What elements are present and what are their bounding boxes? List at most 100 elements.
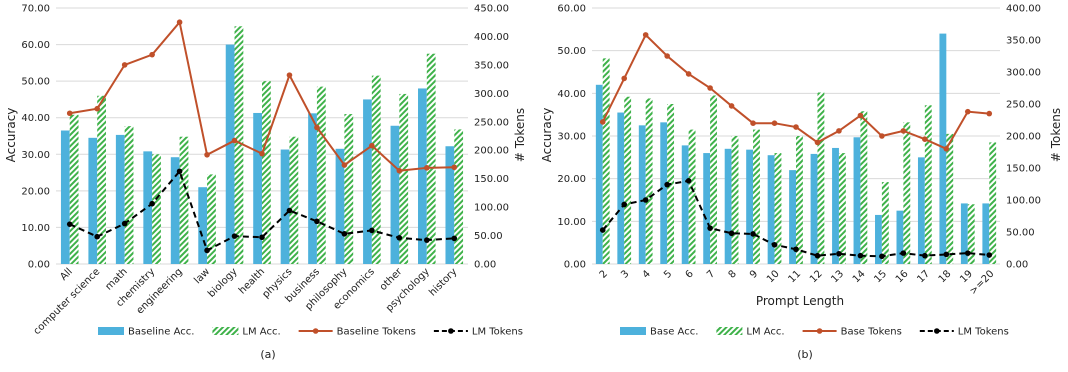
- lm-tokens-point: [707, 225, 713, 231]
- baseline-acc-bar: [418, 88, 427, 264]
- y-tick-label: 10.00: [21, 223, 50, 234]
- x-tick-label: 8: [727, 268, 739, 280]
- baseline-acc-bar: [832, 147, 839, 264]
- x-tick-label: 7: [705, 268, 717, 280]
- baseline-tokens-point: [259, 150, 265, 157]
- lm-acc-bar: [69, 114, 79, 264]
- lm-acc-bar: [731, 136, 739, 264]
- chart-a: Accuracy # Tokens (a) 0.00 10.00 20.00 30.0…: [4, 4, 527, 362]
- legend-swatch: [716, 327, 743, 335]
- lm-acc-bar: [903, 122, 911, 264]
- baseline-tokens-point: [424, 165, 430, 171]
- lm-tokens-point: [599, 227, 606, 233]
- y2-tick-label: 250.00: [474, 117, 509, 128]
- baseline-acc-bar: [896, 210, 904, 264]
- legend-entry: LM Acc.: [242, 327, 280, 338]
- lm-acc-bar: [602, 58, 610, 265]
- y-tick-label: 50.00: [21, 77, 50, 88]
- legend-marker: [448, 328, 454, 334]
- baseline-tokens-point: [728, 103, 735, 109]
- x-tick-label: 17: [915, 268, 932, 285]
- baseline-tokens-point: [66, 110, 73, 117]
- lm-tokens-point: [341, 231, 348, 237]
- y-tick-label: 30.00: [557, 132, 586, 143]
- x-tick-label: 4: [641, 268, 653, 280]
- baseline-tokens-point: [286, 72, 293, 78]
- chart-b-ylabel: Accuracy: [540, 108, 554, 163]
- x-tick-label: law: [192, 266, 212, 286]
- baseline-tokens-point: [900, 128, 907, 134]
- y2-tick-label: 150.00: [1006, 164, 1041, 175]
- y2-tick-label: 450.00: [474, 4, 509, 15]
- baseline-acc-bar: [703, 153, 711, 264]
- lm-acc-bar: [179, 136, 189, 264]
- y2-tick-label: 100.00: [1006, 196, 1041, 207]
- lm-tokens-point: [836, 250, 842, 257]
- baseline-tokens-point: [451, 164, 458, 171]
- y-tick-label: 30.00: [21, 150, 50, 161]
- baseline-tokens-point: [857, 112, 864, 119]
- lm-acc-bar: [207, 174, 216, 264]
- x-tick-label: 9: [748, 268, 760, 280]
- lm-tokens-point: [94, 233, 100, 240]
- baseline-acc-bar: [681, 145, 689, 264]
- baseline-acc-bar: [308, 113, 317, 264]
- y2-tick-label: 300.00: [474, 89, 509, 100]
- baseline-tokens-point: [750, 120, 756, 126]
- lm-acc-bar: [881, 182, 889, 264]
- legend-entry: Baseline Acc.: [128, 327, 194, 338]
- y2-tick-label: 350.00: [1006, 36, 1041, 47]
- legend-swatch: [212, 327, 239, 335]
- baseline-acc-bar: [88, 137, 98, 264]
- x-tick-label: history: [427, 266, 459, 298]
- x-tick-label: 6: [684, 268, 696, 280]
- lm-tokens-point: [621, 201, 628, 208]
- lm-acc-bar: [152, 154, 161, 264]
- baseline-tokens-point: [121, 62, 128, 68]
- chart-b-caption: (b): [797, 348, 813, 361]
- baseline-acc-bar: [280, 149, 290, 264]
- lm-acc-bar: [924, 105, 932, 264]
- y-tick-label: 70.00: [21, 4, 50, 15]
- y2-tick-label: 400.00: [474, 32, 509, 43]
- lm-acc-bar: [124, 126, 134, 264]
- legend-marker: [816, 328, 823, 334]
- lm-tokens-point: [728, 230, 735, 237]
- baseline-acc-bar: [617, 112, 625, 265]
- x-tick-label: 11: [786, 268, 803, 285]
- baseline-tokens-point: [314, 124, 320, 131]
- legend-swatch: [620, 327, 646, 335]
- chart-a-ylabel: Accuracy: [4, 108, 18, 163]
- lm-acc-bar: [316, 86, 326, 264]
- lm-acc-bar: [838, 153, 846, 264]
- x-tick-label: 13: [829, 268, 846, 285]
- chart-b-xlabel: Prompt Length: [756, 294, 844, 308]
- legend-entry: Base Tokens: [841, 327, 902, 338]
- legend-entry: LM Acc.: [746, 327, 784, 338]
- baseline-tokens-point: [943, 146, 950, 152]
- lm-tokens-point: [424, 237, 430, 243]
- baseline-tokens-point: [599, 119, 606, 125]
- y2-tick-label: 300.00: [1006, 68, 1041, 79]
- baseline-acc-bar: [445, 146, 455, 264]
- lm-tokens-point: [943, 251, 950, 258]
- baseline-tokens-point: [793, 124, 799, 130]
- lm-tokens-point: [750, 231, 756, 237]
- lm-tokens-point: [685, 178, 692, 184]
- x-tick-label: biology: [206, 266, 240, 300]
- baseline-acc-bar: [253, 112, 262, 265]
- lm-acc-bar: [344, 114, 354, 264]
- lm-acc-bar: [946, 133, 954, 264]
- lm-acc-bar: [967, 204, 975, 264]
- lm-tokens-point: [771, 242, 778, 248]
- baseline-acc-bar: [746, 149, 754, 264]
- baseline-tokens-point: [176, 19, 183, 26]
- baseline-tokens-point: [369, 142, 375, 149]
- y2-tick-label: 200.00: [474, 146, 509, 157]
- baseline-tokens-point: [642, 32, 649, 38]
- baseline-acc-bar: [225, 44, 235, 265]
- lm-tokens-point: [66, 221, 73, 227]
- lm-tokens-point: [286, 207, 293, 214]
- lm-tokens-point: [964, 250, 971, 256]
- baseline-tokens-point: [814, 139, 821, 146]
